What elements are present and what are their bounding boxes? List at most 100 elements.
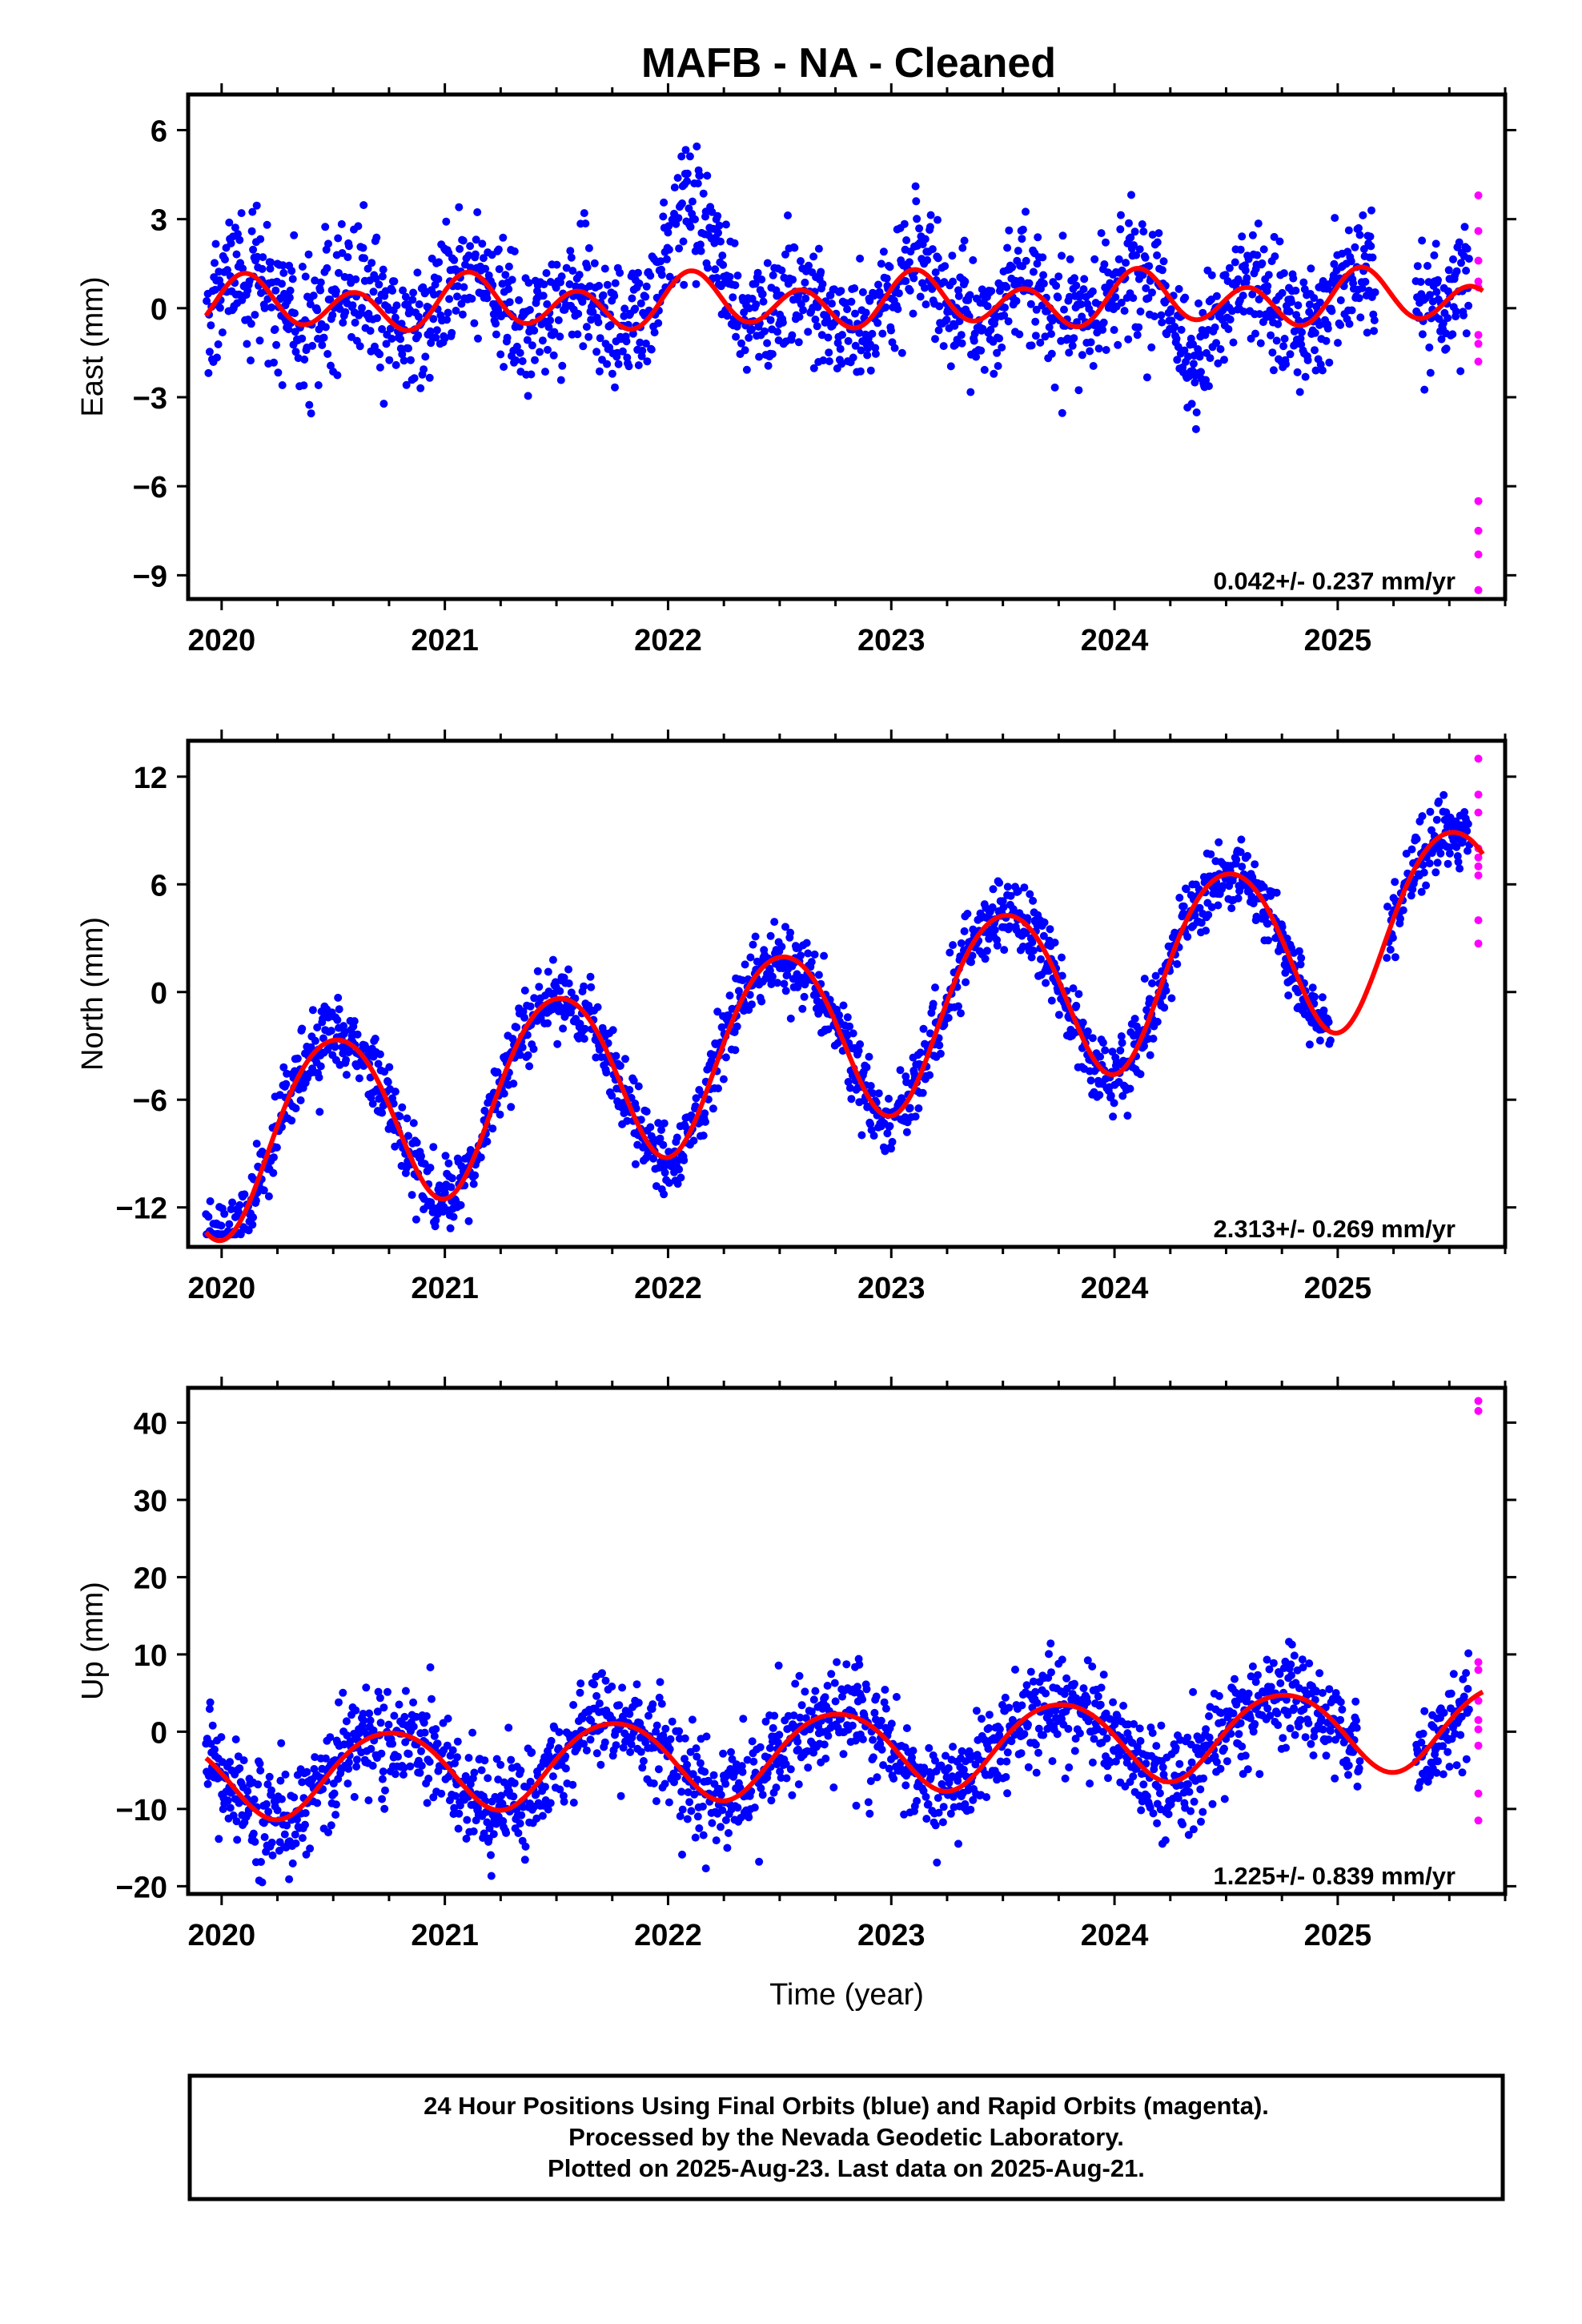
east-final-point [837,360,846,368]
east-final-point [1195,352,1204,361]
up-final-point [693,1752,701,1761]
up-final-point [381,1786,389,1795]
east-final-point [618,347,627,356]
east-final-point [838,331,846,340]
north-final-point [709,1104,717,1113]
east-final-point [761,327,769,336]
north-rapid-point [1474,853,1483,862]
up-final-point [821,1755,830,1763]
north-final-point [447,1183,456,1192]
north-final-point [657,1126,665,1134]
up-final-point [450,1803,459,1812]
east-final-point [897,348,906,357]
east-final-point [1216,345,1225,353]
north-final-point [777,943,786,951]
east-final-point [473,208,482,216]
up-final-point [502,1828,511,1837]
north-final-point [1295,947,1303,955]
east-final-point [935,302,944,311]
east-final-point [1361,277,1370,286]
up-final-point [231,1735,240,1743]
up-final-point [1020,1730,1029,1739]
east-final-point [1293,368,1302,376]
east-final-point [781,250,789,259]
east-final-point [1126,233,1135,242]
north-final-point [1202,927,1211,935]
north-final-point [417,1152,425,1160]
up-final-point [788,1791,797,1799]
east-final-point [479,254,488,263]
north-final-point [225,1220,234,1228]
north-final-point [493,1068,502,1076]
east-final-point [799,306,808,315]
chart-title: MAFB - NA - Cleaned [641,40,1056,86]
north-final-point [1294,988,1303,997]
north-final-point [1272,888,1281,897]
north-final-point [1305,1040,1314,1049]
east-final-point [1065,348,1074,357]
east-final-point [410,374,419,383]
east-final-point [1334,339,1342,348]
east-final-point [1089,362,1098,370]
up-final-point [1001,1693,1010,1702]
east-final-point [582,323,591,332]
east-x-tick-label: 2024 [1081,624,1149,657]
north-final-point [849,1029,857,1038]
north-final-point [810,950,819,959]
up-final-point [704,1776,713,1785]
up-final-point [776,1767,785,1776]
east-final-point [365,276,374,285]
east-final-point [247,320,255,328]
east-final-point [1181,293,1190,302]
up-final-point [965,1747,974,1755]
east-final-point [1212,339,1221,348]
east-final-point [755,352,764,361]
east-final-point [413,268,422,277]
east-final-point [817,267,825,276]
north-final-point [345,1047,354,1055]
up-final-point [931,1821,940,1830]
up-final-point [1003,1748,1012,1757]
east-final-point [789,275,797,284]
east-final-point [247,227,256,235]
up-final-point [1002,1773,1010,1781]
east-final-point [1462,267,1471,275]
east-final-point [905,258,913,267]
east-final-point [1305,300,1314,309]
east-final-point [1129,294,1138,303]
east-final-point [748,325,756,334]
east-final-point [260,304,269,312]
north-final-point [264,1192,273,1200]
up-final-point [864,1798,873,1807]
east-final-point [1074,386,1083,395]
east-final-point [590,259,599,267]
east-final-point [351,275,360,283]
east-final-point [763,259,772,267]
up-final-point [399,1771,408,1779]
north-final-point [1197,919,1206,927]
up-final-point [880,1698,889,1707]
east-final-point [1180,346,1189,355]
up-final-point [756,1743,765,1751]
north-final-point [520,986,529,995]
north-final-point [556,987,564,995]
east-final-point [291,348,300,356]
east-final-point [868,329,877,338]
north-final-point [629,1076,638,1085]
east-final-point [650,328,659,337]
east-final-point [1038,253,1047,262]
north-final-point [580,982,588,991]
east-final-point [1078,351,1086,360]
up-final-point [454,1824,463,1833]
north-final-point [206,1197,215,1205]
up-final-point [556,1785,564,1794]
up-final-point [636,1747,645,1756]
north-final-point [1318,993,1327,1002]
up-final-point [468,1728,477,1737]
north-final-point [856,1040,865,1048]
up-final-point [510,1779,519,1787]
north-final-point [634,1082,643,1091]
up-final-point [879,1761,888,1770]
east-final-point [1449,255,1457,263]
east-final-point [624,362,633,371]
